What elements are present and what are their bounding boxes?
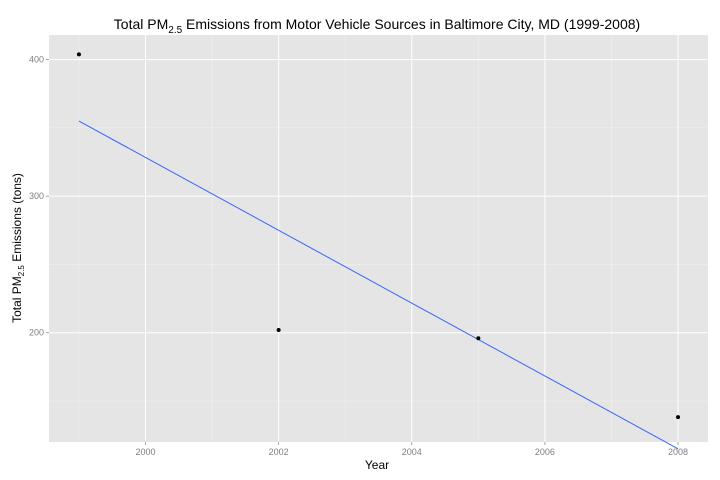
data-point	[276, 328, 281, 333]
x-axis-title: Year	[365, 458, 389, 472]
y-axis-title: Total PM2.5 Emissions (tons)	[10, 173, 26, 323]
data-points	[76, 52, 681, 420]
y-tick-label: 300	[29, 191, 44, 201]
trend-line	[78, 120, 679, 450]
y-axis: 200 300 400	[29, 55, 49, 338]
major-gridlines	[49, 35, 708, 442]
x-tick-label: 2000	[136, 447, 156, 457]
data-point	[76, 52, 81, 57]
y-tick-label: 400	[29, 55, 44, 65]
plot-panel	[49, 35, 708, 442]
x-tick-label: 2002	[269, 447, 289, 457]
x-tick-label: 2006	[535, 447, 555, 457]
y-tick-label: 200	[29, 328, 44, 338]
x-tick-label: 2008	[668, 447, 688, 457]
chart-title: Total PM2.5 Emissions from Motor Vehicle…	[114, 16, 640, 36]
data-point	[476, 336, 481, 341]
trend-line-layer	[78, 120, 679, 450]
x-tick-label: 2004	[402, 447, 422, 457]
minor-gridlines	[49, 35, 708, 442]
data-point	[676, 415, 681, 420]
x-axis: 2000 2002 2004 2006 2008	[136, 442, 688, 457]
